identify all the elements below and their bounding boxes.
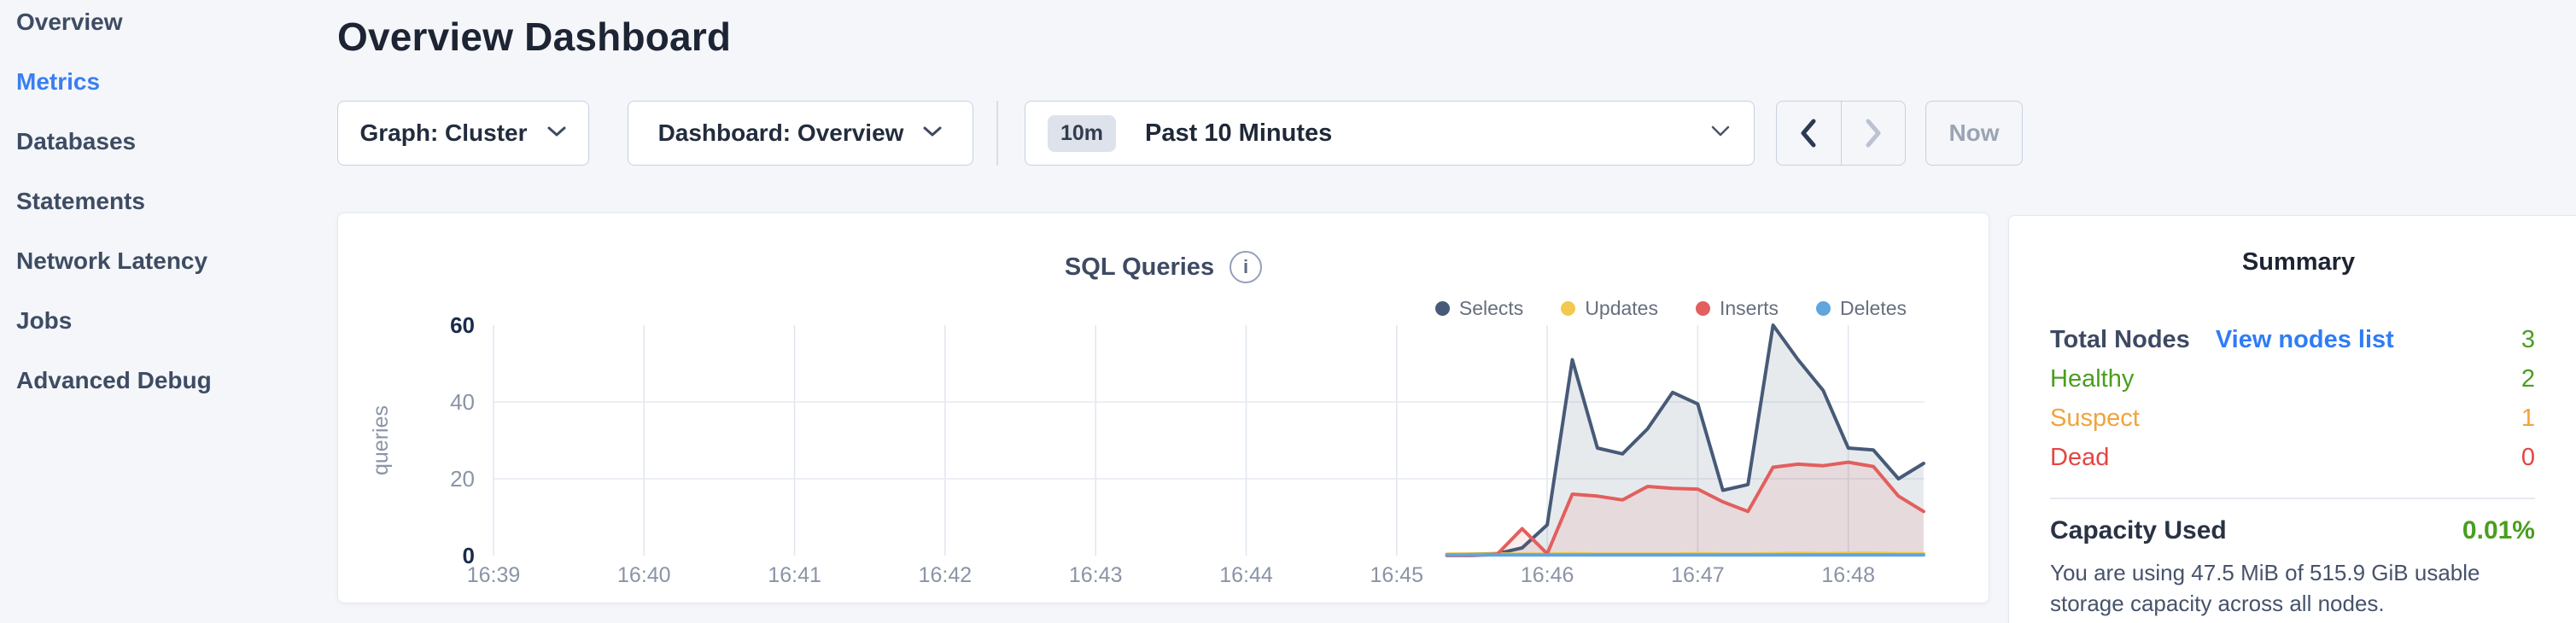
- total-nodes-row: Total Nodes View nodes list 3: [2050, 320, 2535, 359]
- svg-text:16:43: 16:43: [1069, 563, 1123, 587]
- graph-dropdown[interactable]: Graph: Cluster: [337, 101, 589, 166]
- next-time-button[interactable]: [1842, 102, 1906, 165]
- total-nodes-label: Total Nodes: [2050, 325, 2190, 353]
- time-range-selector[interactable]: 10m Past 10 Minutes: [1025, 101, 1755, 166]
- main-content: Overview Dashboard Graph: Cluster Dashbo…: [337, 0, 2576, 623]
- legend-dot-inserts: [1695, 301, 1710, 316]
- suspect-nodes-row: Suspect 1: [2050, 399, 2535, 438]
- sidebar-item-jobs[interactable]: Jobs: [16, 307, 73, 334]
- sidebar-item-advanced-debug[interactable]: Advanced Debug: [16, 367, 212, 393]
- capacity-used-label: Capacity Used: [2050, 516, 2227, 544]
- node-status-rows: Total Nodes View nodes list 3 Healthy 2 …: [2050, 320, 2535, 477]
- now-button-label: Now: [1948, 119, 2000, 146]
- legend-label: Selects: [1458, 297, 1524, 319]
- page-title: Overview Dashboard: [337, 15, 732, 59]
- time-range-label: Past 10 Minutes: [1145, 119, 1333, 147]
- svg-text:16:41: 16:41: [768, 563, 821, 587]
- sidebar-item-metrics[interactable]: Metrics: [16, 68, 101, 95]
- svg-text:16:47: 16:47: [1671, 563, 1725, 587]
- now-button[interactable]: Now: [1925, 101, 2023, 166]
- sidebar-item-statements[interactable]: Statements: [16, 188, 145, 214]
- healthy-nodes-row: Healthy 2: [2050, 359, 2535, 399]
- dashboard-dropdown[interactable]: Dashboard: Overview: [628, 101, 973, 166]
- svg-text:60: 60: [450, 312, 475, 338]
- legend-label: Updates: [1585, 297, 1658, 319]
- summary-panel: Summary Total Nodes View nodes list 3 He…: [2008, 215, 2576, 623]
- legend-item-selects[interactable]: Selects: [1434, 297, 1524, 320]
- chart-title-row: SQL Queries i: [338, 251, 1989, 283]
- svg-text:16:39: 16:39: [467, 563, 521, 587]
- legend-dot-selects: [1434, 301, 1450, 316]
- healthy-value: 2: [2521, 364, 2535, 393]
- svg-text:20: 20: [450, 466, 475, 492]
- summary-divider: [2050, 498, 2535, 499]
- capacity-used-value: 0.01%: [2462, 516, 2535, 544]
- summary-title: Summary: [2241, 248, 2356, 276]
- svg-text:16:40: 16:40: [617, 563, 671, 587]
- svg-text:queries: queries: [369, 405, 393, 475]
- healthy-label: Healthy: [2050, 364, 2135, 393]
- view-nodes-list-link[interactable]: View nodes list: [2215, 325, 2394, 353]
- previous-time-button[interactable]: [1777, 102, 1842, 165]
- svg-text:16:45: 16:45: [1370, 563, 1424, 587]
- controls-divider: [996, 101, 998, 166]
- svg-text:16:42: 16:42: [919, 563, 973, 587]
- legend-item-deletes[interactable]: Deletes: [1816, 297, 1907, 320]
- sidebar: Overview Metrics Databases Statements Networ…: [0, 0, 335, 428]
- graph-dropdown-label: Graph: Cluster: [359, 119, 528, 146]
- chart-legend: Selects Updates Inserts Deletes: [1398, 297, 1907, 320]
- svg-text:40: 40: [450, 389, 475, 415]
- controls-row: Graph: Cluster Dashboard: Overview 10m P…: [337, 101, 2576, 166]
- sidebar-item-databases[interactable]: Databases: [16, 128, 137, 154]
- chart-title: SQL Queries: [1064, 253, 1215, 281]
- sidebar-item-overview[interactable]: Overview: [16, 9, 123, 35]
- dead-label: Dead: [2050, 443, 2110, 471]
- legend-label: Deletes: [1840, 297, 1907, 319]
- legend-item-updates[interactable]: Updates: [1561, 297, 1658, 320]
- legend-dot-deletes: [1816, 301, 1831, 316]
- chevron-down-icon: [1709, 125, 1732, 143]
- svg-text:16:46: 16:46: [1521, 563, 1574, 587]
- dashboard-dropdown-label: Dashboard: Overview: [657, 119, 904, 146]
- svg-text:0: 0: [463, 543, 475, 568]
- total-nodes-value: 3: [2521, 325, 2535, 353]
- legend-dot-updates: [1561, 301, 1576, 316]
- time-step-buttons: [1776, 101, 1906, 166]
- capacity-used-row: Capacity Used 0.01%: [2050, 516, 2535, 545]
- legend-label: Inserts: [1719, 297, 1779, 319]
- suspect-label: Suspect: [2050, 404, 2140, 432]
- capacity-note: You are using 47.5 MiB of 515.9 GiB usab…: [2050, 560, 2480, 616]
- suspect-value: 1: [2521, 404, 2535, 432]
- chevron-right-icon: [1866, 119, 1881, 148]
- chevron-down-icon: [922, 125, 943, 142]
- sql-queries-chart[interactable]: 16:39 16:40 16:41 16:42 16:43 16:44 16:45 16:46…: [338, 213, 1988, 602]
- sidebar-item-network-latency[interactable]: Network Latency: [16, 247, 208, 274]
- dead-nodes-row: Dead 0: [2050, 438, 2535, 477]
- dead-value: 0: [2521, 443, 2535, 471]
- chevron-left-icon: [1801, 119, 1816, 148]
- sql-queries-chart-card: SQL Queries i Selects Updates Inserts Delet…: [337, 213, 1989, 603]
- legend-item-inserts[interactable]: Inserts: [1695, 297, 1779, 320]
- time-range-badge: 10m: [1048, 114, 1117, 152]
- svg-text:16:44: 16:44: [1219, 563, 1273, 587]
- svg-text:16:48: 16:48: [1821, 563, 1875, 587]
- info-icon[interactable]: i: [1230, 251, 1263, 283]
- chevron-down-icon: [546, 125, 567, 142]
